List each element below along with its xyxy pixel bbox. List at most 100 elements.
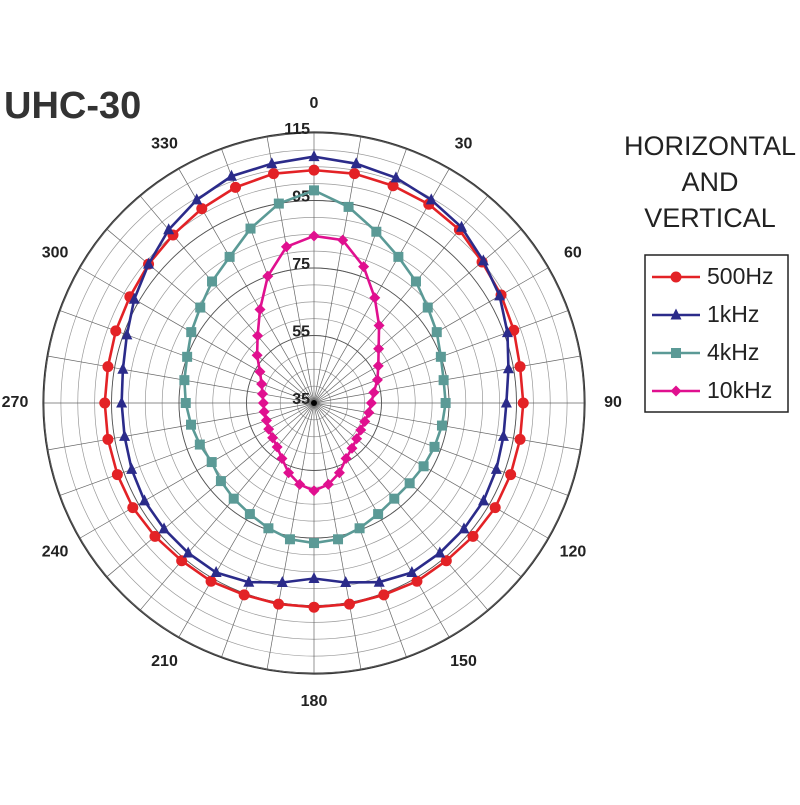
marker — [343, 201, 354, 212]
marker — [176, 555, 188, 567]
marker — [224, 251, 235, 262]
marker — [431, 327, 442, 338]
marker — [434, 546, 446, 558]
marker — [354, 523, 365, 534]
marker — [260, 414, 272, 426]
marker — [670, 271, 682, 283]
marker — [340, 453, 352, 465]
marker — [102, 433, 114, 445]
theta-tick-label: 180 — [301, 693, 328, 710]
marker — [501, 326, 513, 338]
marker — [117, 362, 129, 374]
marker — [99, 397, 111, 409]
marker — [351, 433, 363, 445]
marker — [280, 241, 292, 253]
marker — [206, 457, 217, 468]
marker — [182, 546, 194, 558]
marker — [309, 185, 319, 196]
legend-label: 1kHz — [707, 301, 759, 327]
marker — [119, 429, 131, 441]
marker — [110, 325, 122, 337]
marker — [404, 478, 415, 489]
marker — [436, 420, 447, 431]
marker — [489, 502, 501, 514]
marker — [195, 302, 206, 313]
marker — [406, 566, 418, 578]
marker — [228, 493, 239, 504]
marker — [411, 575, 423, 587]
marker — [254, 303, 266, 315]
marker — [126, 462, 138, 474]
marker — [478, 494, 490, 506]
marker — [670, 308, 682, 320]
marker — [121, 328, 133, 340]
annotation: AND — [681, 167, 738, 197]
marker — [517, 397, 529, 409]
marker — [111, 469, 123, 481]
theta-tick-label: 300 — [42, 245, 69, 262]
marker — [497, 429, 509, 441]
marker — [191, 193, 203, 205]
marker — [358, 261, 370, 273]
marker — [440, 398, 451, 408]
outer-ring — [42, 131, 586, 675]
marker — [410, 276, 421, 287]
marker — [373, 343, 385, 355]
marker — [348, 168, 360, 180]
marker — [308, 572, 320, 583]
legend-label: 4kHz — [707, 339, 759, 365]
marker — [179, 375, 190, 386]
theta-tick-label: 330 — [151, 135, 178, 152]
legend-box — [644, 254, 789, 413]
theta-tick-label: 210 — [151, 653, 178, 670]
marker — [458, 522, 470, 534]
theta-tick-label: 150 — [450, 653, 477, 670]
marker — [308, 164, 320, 176]
marker — [207, 276, 218, 287]
marker — [308, 601, 320, 613]
marker — [283, 467, 295, 479]
marker — [308, 230, 320, 242]
marker — [505, 469, 517, 481]
marker — [500, 396, 512, 408]
marker — [273, 198, 284, 209]
marker — [263, 523, 274, 534]
marker — [308, 150, 320, 162]
marker — [194, 439, 205, 450]
marker — [387, 180, 399, 192]
marker — [355, 424, 367, 436]
marker — [256, 378, 268, 390]
marker — [490, 462, 502, 474]
marker — [256, 388, 268, 400]
theta-tick-label: 270 — [2, 394, 29, 411]
marker — [456, 220, 468, 232]
marker — [254, 366, 266, 378]
marker — [210, 566, 222, 578]
marker — [128, 292, 140, 304]
marker — [350, 157, 362, 169]
theta-tick-label: 120 — [560, 544, 587, 561]
legend-label: 500Hz — [707, 263, 773, 289]
marker — [508, 324, 520, 336]
marker — [186, 327, 197, 338]
marker — [215, 476, 226, 487]
marker — [393, 251, 404, 262]
marker — [244, 509, 255, 520]
marker — [186, 419, 197, 430]
marker — [102, 361, 114, 373]
r-tick-label: 75 — [292, 256, 310, 273]
marker — [309, 538, 319, 549]
marker — [267, 432, 279, 444]
theta-tick-label: 30 — [455, 135, 473, 152]
series — [179, 185, 451, 549]
marker — [467, 530, 479, 542]
marker — [284, 534, 295, 545]
marker — [337, 234, 349, 246]
marker — [273, 598, 285, 610]
chart-title: UHC-30 — [4, 85, 141, 127]
marker — [438, 375, 449, 386]
r-tick-ring — [43, 132, 585, 674]
marker — [333, 534, 344, 545]
legend-label: 10kHz — [707, 377, 772, 403]
